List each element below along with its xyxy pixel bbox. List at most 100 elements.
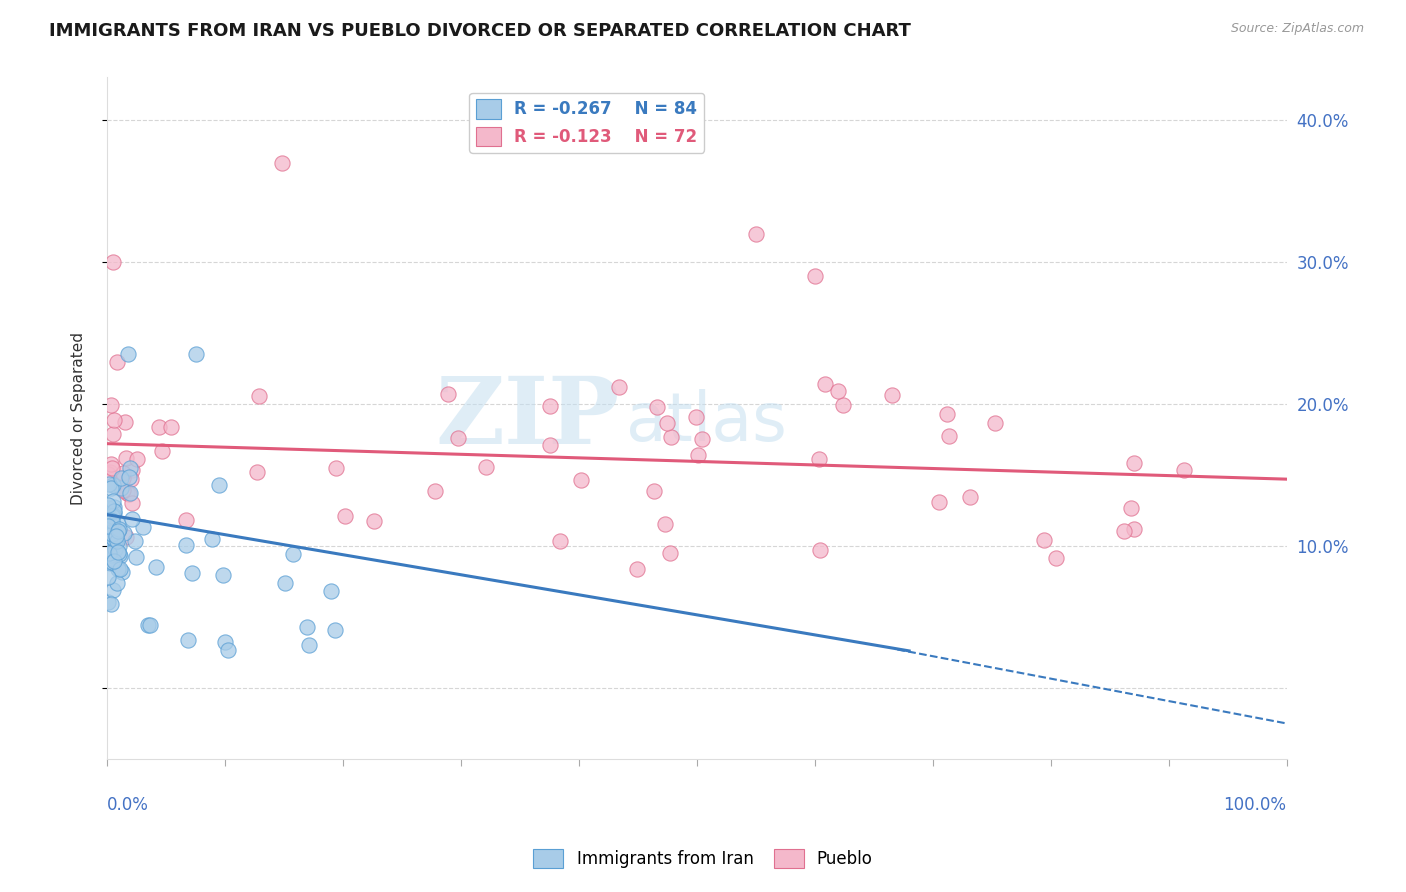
Point	[101, 531, 124, 545]
Point	[325, 461, 347, 475]
Point	[333, 509, 356, 524]
Point	[1112, 524, 1135, 539]
Point	[808, 452, 831, 467]
Point	[804, 269, 827, 284]
Point	[686, 448, 709, 462]
Point	[112, 483, 135, 498]
Point	[100, 399, 122, 413]
Point	[655, 417, 678, 431]
Point	[1122, 523, 1144, 537]
Point	[107, 516, 129, 531]
Point	[217, 642, 239, 657]
Point	[110, 471, 132, 485]
Point	[101, 555, 124, 569]
Point	[100, 525, 122, 540]
Point	[115, 451, 138, 466]
Point	[832, 398, 855, 412]
Point	[97, 467, 120, 481]
Point	[319, 584, 342, 599]
Point	[97, 508, 120, 522]
Point	[98, 521, 121, 535]
Point	[174, 538, 197, 552]
Point	[281, 547, 304, 561]
Point	[138, 618, 160, 632]
Point	[104, 528, 127, 542]
Point	[271, 155, 294, 169]
Point	[297, 620, 319, 634]
Point	[437, 387, 460, 401]
Point	[114, 530, 136, 544]
Point	[647, 401, 669, 415]
Point	[101, 508, 124, 522]
Point	[959, 490, 981, 504]
Point	[100, 539, 122, 553]
Point	[108, 562, 131, 576]
Point	[97, 570, 120, 584]
Point	[97, 553, 120, 567]
Point	[101, 255, 124, 269]
Text: 0.0%: 0.0%	[107, 797, 149, 814]
Text: ZIP: ZIP	[436, 373, 620, 463]
Point	[323, 623, 346, 637]
Point	[298, 638, 321, 652]
Point	[184, 347, 207, 361]
Point	[827, 384, 849, 399]
Text: Source: ZipAtlas.com: Source: ZipAtlas.com	[1230, 22, 1364, 36]
Point	[100, 481, 122, 495]
Point	[112, 526, 135, 541]
Point	[136, 617, 159, 632]
Point	[808, 543, 831, 558]
Point	[101, 527, 124, 541]
Point	[538, 437, 561, 451]
Point	[938, 428, 960, 442]
Y-axis label: Divorced or Separated: Divorced or Separated	[72, 332, 86, 505]
Point	[103, 413, 125, 427]
Point	[538, 400, 561, 414]
Point	[112, 479, 135, 493]
Point	[117, 347, 139, 361]
Point	[107, 562, 129, 576]
Point	[101, 426, 124, 441]
Point	[107, 544, 129, 558]
Point	[98, 517, 121, 532]
Point	[654, 516, 676, 531]
Point	[121, 496, 143, 510]
Point	[103, 504, 125, 518]
Point	[118, 460, 141, 475]
Point	[108, 547, 131, 561]
Point	[132, 520, 155, 534]
Point	[121, 463, 143, 477]
Point	[180, 566, 202, 580]
Text: 100.0%: 100.0%	[1223, 797, 1286, 814]
Point	[659, 430, 682, 444]
Point	[125, 550, 148, 565]
Point	[745, 227, 768, 241]
Point	[103, 539, 125, 553]
Point	[101, 494, 124, 508]
Point	[97, 546, 120, 560]
Point	[110, 481, 132, 495]
Point	[274, 576, 297, 591]
Point	[115, 486, 138, 500]
Point	[108, 539, 131, 553]
Point	[609, 380, 631, 394]
Point	[643, 483, 665, 498]
Point	[111, 466, 134, 480]
Point	[145, 560, 167, 574]
Point	[103, 506, 125, 520]
Point	[174, 513, 197, 527]
Point	[569, 474, 592, 488]
Point	[98, 556, 121, 570]
Point	[1123, 456, 1146, 470]
Point	[101, 478, 124, 492]
Point	[124, 534, 146, 549]
Point	[104, 541, 127, 556]
Point	[103, 533, 125, 548]
Point	[98, 477, 121, 491]
Point	[101, 509, 124, 524]
Point	[880, 388, 903, 402]
Point	[121, 512, 143, 526]
Text: atlas: atlas	[626, 389, 787, 455]
Point	[100, 548, 122, 562]
Point	[118, 487, 141, 501]
